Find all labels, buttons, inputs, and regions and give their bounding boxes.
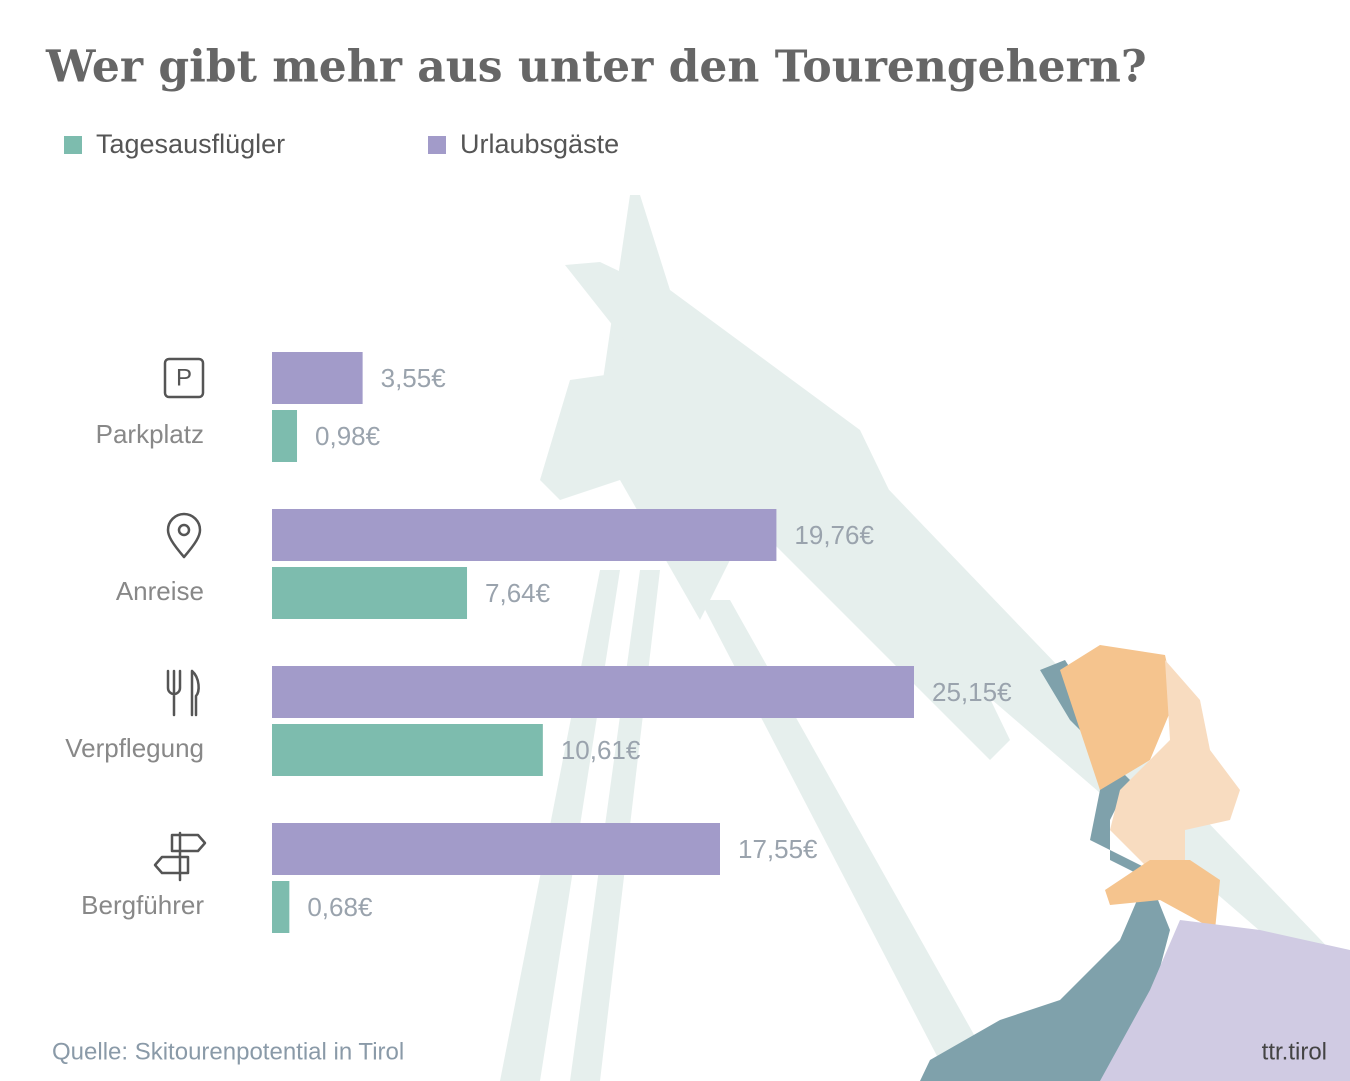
value-label: 10,61€ bbox=[561, 735, 641, 765]
category-label: Parkplatz bbox=[96, 419, 204, 449]
legend-swatch bbox=[428, 136, 446, 154]
legend-label: Urlaubsgäste bbox=[460, 129, 619, 159]
value-label: 7,64€ bbox=[485, 578, 551, 608]
value-label: 25,15€ bbox=[932, 677, 1012, 707]
value-label: 0,68€ bbox=[307, 892, 373, 922]
legend-label: Tagesausflügler bbox=[96, 129, 285, 159]
chart-title: Wer gibt mehr aus unter den Tourengehern… bbox=[45, 42, 1147, 93]
bar bbox=[272, 567, 468, 619]
value-label: 0,98€ bbox=[315, 421, 381, 451]
legend-swatch bbox=[64, 136, 82, 154]
brand: ttr.tirol bbox=[1262, 1038, 1327, 1065]
bar bbox=[272, 823, 720, 875]
value-label: 17,55€ bbox=[738, 834, 818, 864]
svg-text:P: P bbox=[176, 364, 192, 391]
bar bbox=[272, 881, 290, 933]
category-label: Anreise bbox=[116, 576, 204, 606]
bar bbox=[272, 509, 777, 561]
category-icons: P bbox=[153, 357, 207, 882]
value-label: 3,55€ bbox=[381, 363, 447, 393]
value-label: 19,76€ bbox=[794, 520, 874, 550]
source: Quelle: Skitourenpotential in Tirol bbox=[52, 1038, 404, 1065]
bar bbox=[272, 410, 298, 462]
category-label: Verpflegung bbox=[65, 733, 204, 763]
category-label: Bergführer bbox=[81, 890, 204, 920]
background-illustration bbox=[500, 195, 1350, 1081]
bar bbox=[272, 666, 914, 718]
bar bbox=[272, 724, 543, 776]
bar bbox=[272, 352, 363, 404]
